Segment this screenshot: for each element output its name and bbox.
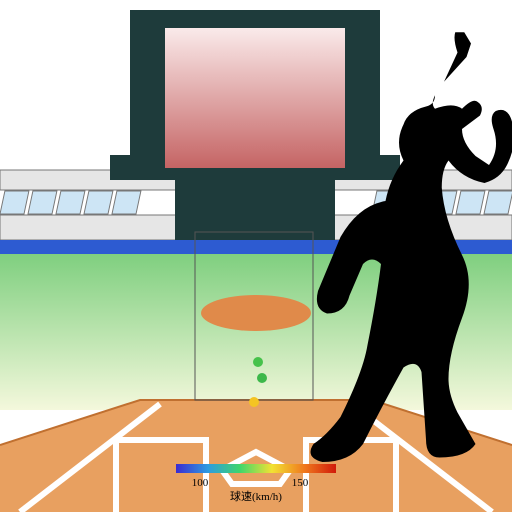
pitch-marker-1 [257, 373, 267, 383]
pitch-marker-2 [249, 397, 259, 407]
pitch-location-figure: 100 150 球速(km/h) [0, 0, 512, 512]
speed-legend-tick: 100 [192, 477, 209, 489]
stands-window [0, 191, 29, 214]
scene-svg: 100 150 球速(km/h) [0, 0, 512, 512]
stands-window [456, 191, 485, 214]
stands-window [484, 191, 512, 214]
speed-legend-bar [176, 464, 336, 473]
scoreboard-stem [175, 180, 335, 240]
pitch-marker-0 [253, 357, 263, 367]
stands-window [112, 191, 141, 214]
speed-legend-title: 球速(km/h) [230, 489, 282, 503]
scoreboard-screen [165, 28, 345, 168]
speed-legend-tick: 150 [292, 477, 309, 489]
pitchers-mound [201, 295, 311, 331]
stands-window [84, 191, 113, 214]
stands-window [56, 191, 85, 214]
stands-window [28, 191, 57, 214]
